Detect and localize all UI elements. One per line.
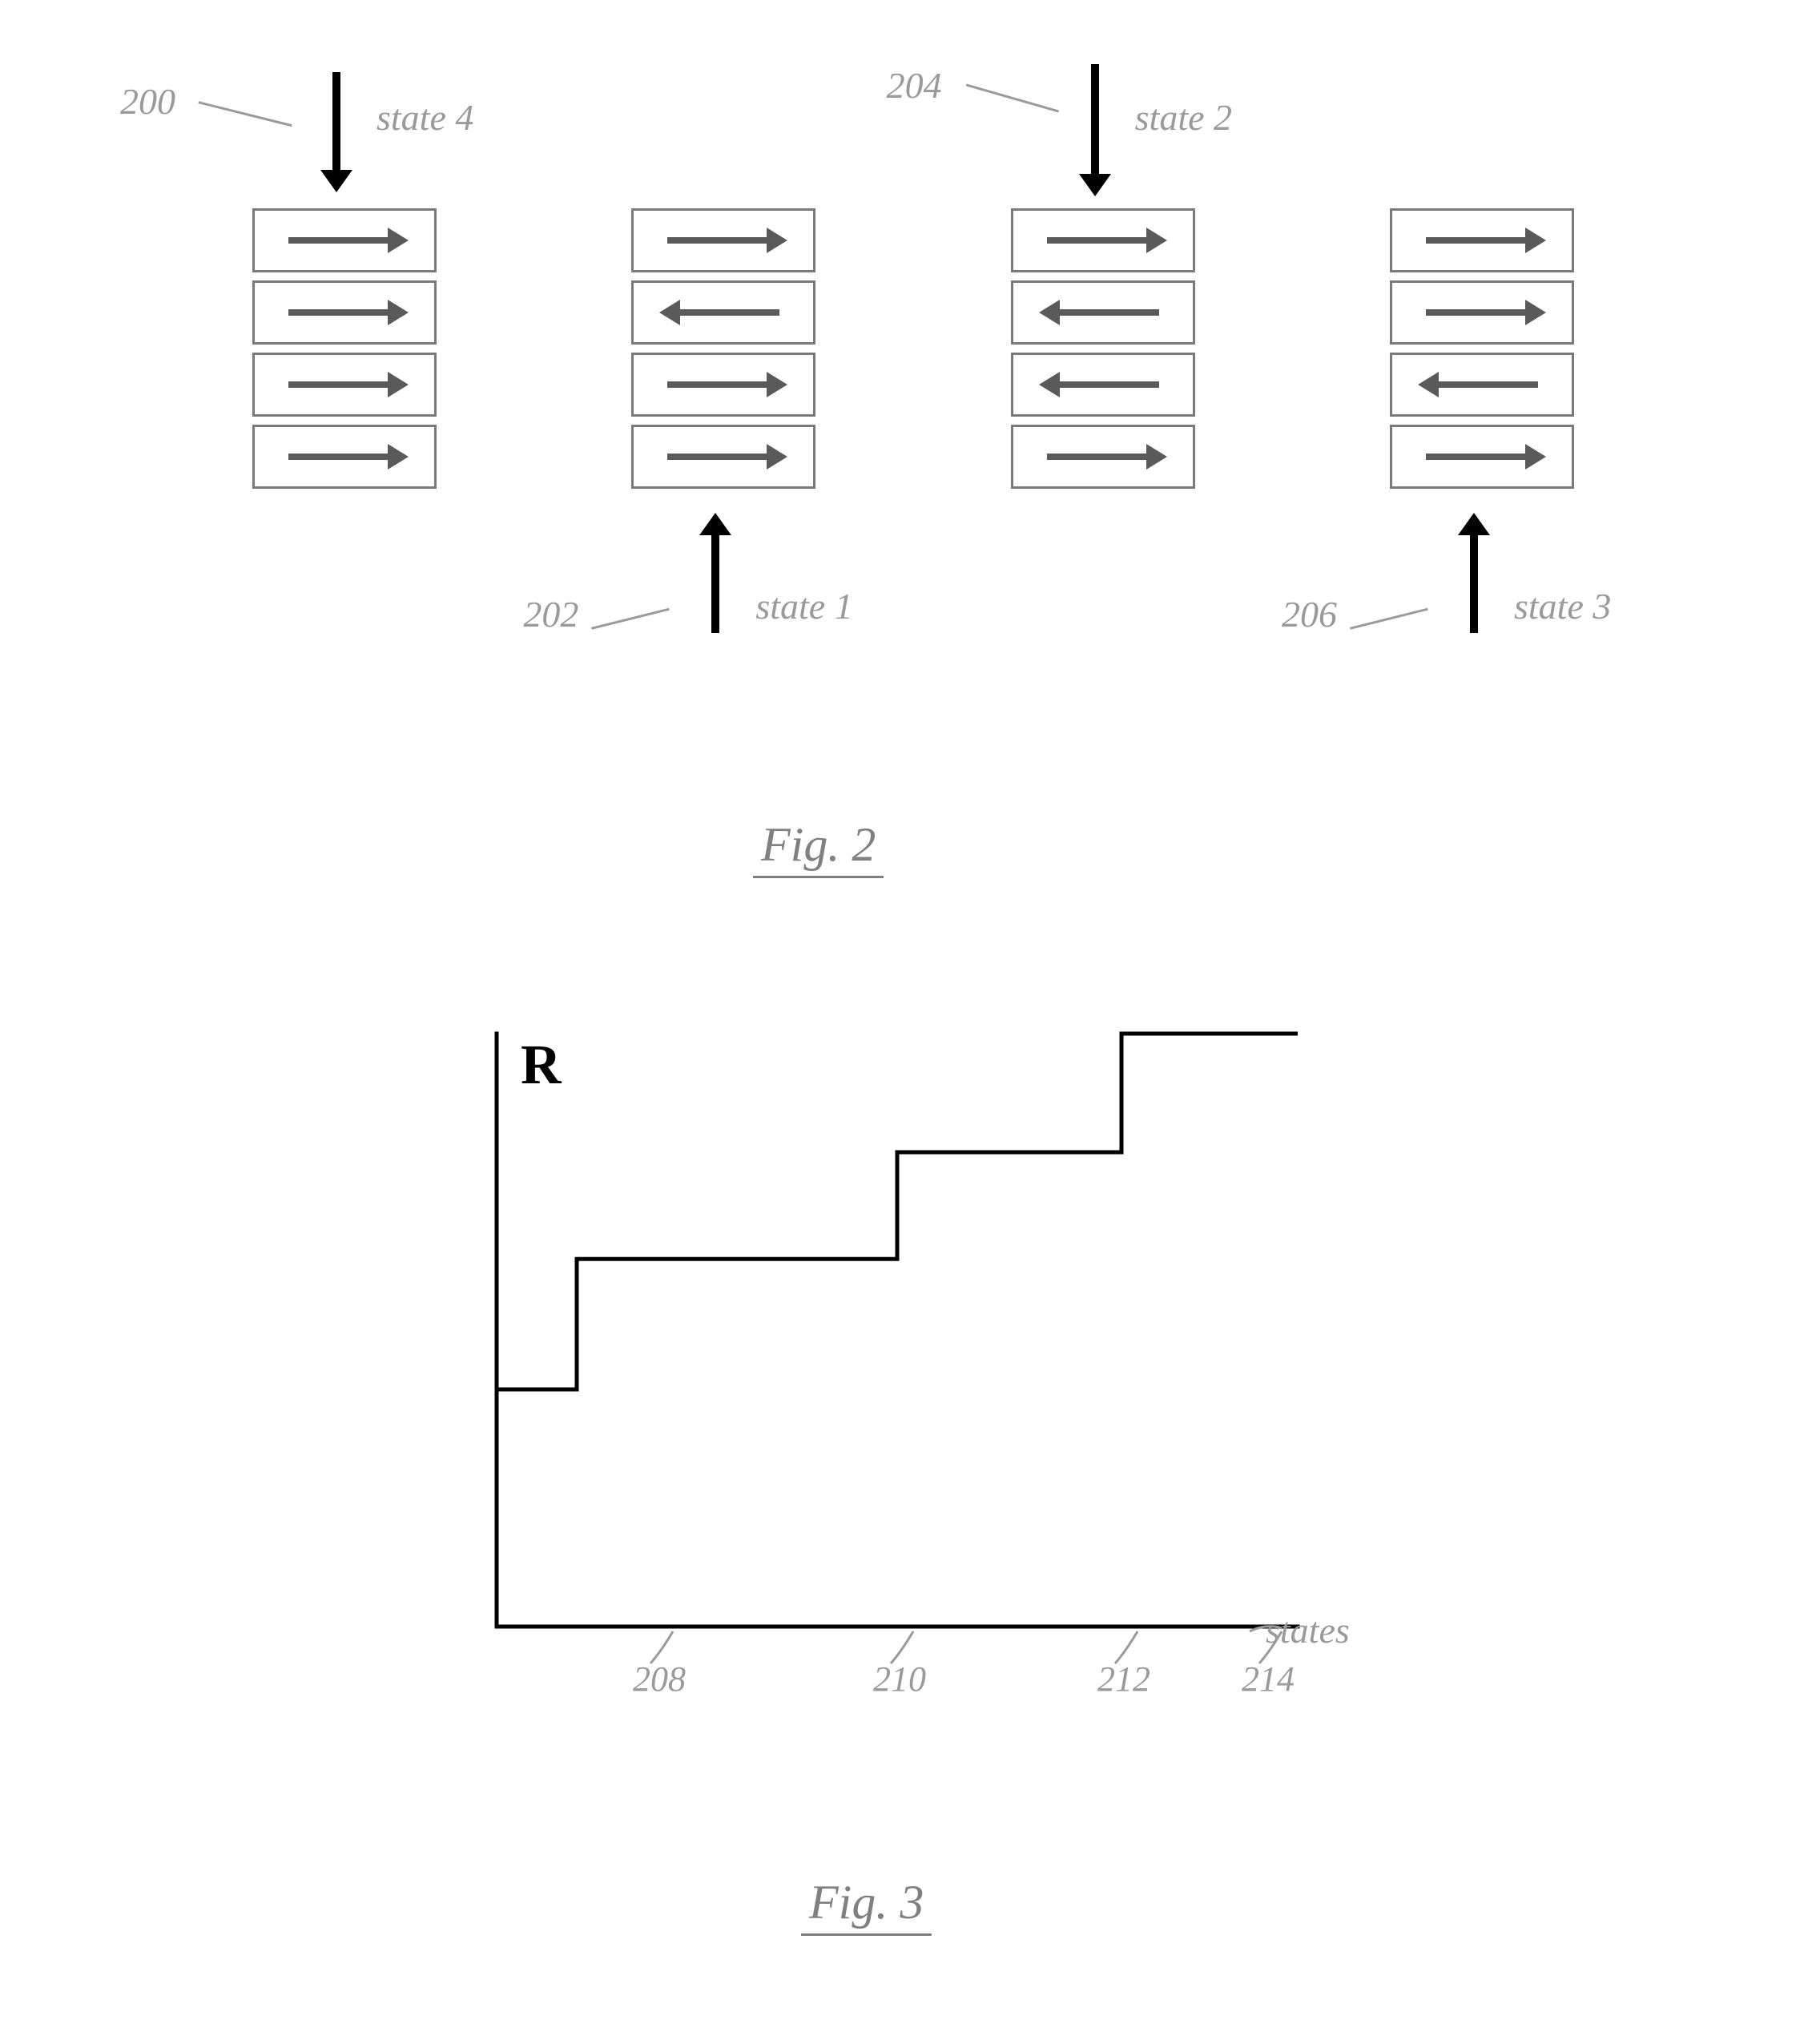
right-arrow-icon xyxy=(659,365,787,405)
x-tick-214: 214 xyxy=(1242,1659,1295,1699)
state-label-206: state 3 xyxy=(1514,585,1611,627)
stack-200-cells xyxy=(252,208,437,489)
right-arrow-icon xyxy=(659,437,787,477)
ref-200: 200 xyxy=(120,80,175,123)
ref-204: 204 xyxy=(887,64,942,107)
left-arrow-icon xyxy=(1039,292,1167,333)
stack-202-bot-label: 202 state 1 xyxy=(571,489,876,665)
layer-cell xyxy=(1011,280,1195,345)
right-arrow-icon xyxy=(280,437,409,477)
fig2-stacks-row: 200 state 4 202 state 1 xyxy=(160,48,1666,665)
stack-206-bot-label: 206 state 3 xyxy=(1330,489,1634,665)
right-arrow-icon xyxy=(1418,437,1546,477)
figure-3: 208 210 212 214 states R xyxy=(449,986,1410,1787)
stack-202-cells xyxy=(631,208,815,489)
layer-cell xyxy=(1390,208,1574,272)
up-arrow-icon xyxy=(691,513,739,641)
up-arrow-icon xyxy=(1450,513,1498,641)
ref-202: 202 xyxy=(523,593,578,635)
layer-cell xyxy=(1390,280,1574,345)
fig3-caption: Fig. 3 xyxy=(801,1875,932,1936)
step-path xyxy=(497,1034,1298,1389)
layer-cell xyxy=(252,425,437,489)
layer-cell xyxy=(631,353,815,417)
right-arrow-icon xyxy=(280,292,409,333)
x-axis-label: states xyxy=(1266,1610,1350,1651)
leadline-icon xyxy=(955,83,1059,151)
right-arrow-icon xyxy=(659,220,787,260)
leadline-icon xyxy=(591,608,679,669)
layer-cell xyxy=(1390,353,1574,417)
right-arrow-icon xyxy=(1039,220,1167,260)
stack-204: 204 state 2 xyxy=(951,48,1255,665)
layer-cell xyxy=(631,425,815,489)
layer-cell xyxy=(1011,353,1195,417)
x-tick-212: 212 xyxy=(1097,1659,1150,1699)
right-arrow-icon xyxy=(1418,220,1546,260)
layer-cell xyxy=(631,280,815,345)
layer-cell xyxy=(1011,208,1195,272)
right-arrow-icon xyxy=(280,365,409,405)
left-arrow-icon xyxy=(1418,365,1546,405)
stack-204-cells xyxy=(1011,208,1195,489)
layer-cell xyxy=(631,208,815,272)
x-tick-208: 208 xyxy=(633,1659,686,1699)
right-arrow-icon xyxy=(280,220,409,260)
state-label-200: state 4 xyxy=(376,96,473,139)
stack-204-top-label: 204 state 2 xyxy=(951,48,1255,208)
right-arrow-icon xyxy=(1039,437,1167,477)
layer-cell xyxy=(1390,425,1574,489)
down-arrow-icon xyxy=(1071,56,1119,196)
stack-200-top-label: 200 state 4 xyxy=(192,48,497,208)
y-axis-label: R xyxy=(521,1034,562,1098)
state-label-202: state 1 xyxy=(755,585,852,627)
layer-cell xyxy=(252,280,437,345)
stack-206-cells xyxy=(1390,208,1574,489)
fig3-caption-wrap: Fig. 3 xyxy=(801,1875,932,1936)
fig3-plot: 208 210 212 214 states xyxy=(449,986,1410,1787)
stack-204-bot xyxy=(951,489,1255,665)
stack-200: 200 state 4 xyxy=(192,48,497,665)
figure-2: 200 state 4 202 state 1 xyxy=(160,48,1666,665)
layer-cell xyxy=(252,208,437,272)
left-arrow-icon xyxy=(659,292,787,333)
x-tick-210: 210 xyxy=(873,1659,926,1699)
ref-206: 206 xyxy=(1282,593,1337,635)
leadline-icon xyxy=(1350,608,1438,669)
left-arrow-icon xyxy=(1039,365,1167,405)
state-label-204: state 2 xyxy=(1135,96,1232,139)
stack-200-bot xyxy=(192,489,497,665)
right-arrow-icon xyxy=(1418,292,1546,333)
fig2-caption: Fig. 2 xyxy=(753,817,884,878)
stack-206: 206 state 3 xyxy=(1330,48,1634,665)
layer-cell xyxy=(1011,425,1195,489)
stack-206-top xyxy=(1330,48,1634,208)
down-arrow-icon xyxy=(312,64,360,192)
stack-202-top xyxy=(571,48,876,208)
stack-202: 202 state 1 xyxy=(571,48,876,665)
fig2-caption-wrap: Fig. 2 xyxy=(753,817,884,878)
layer-cell xyxy=(252,353,437,417)
leadline-icon xyxy=(188,101,292,165)
